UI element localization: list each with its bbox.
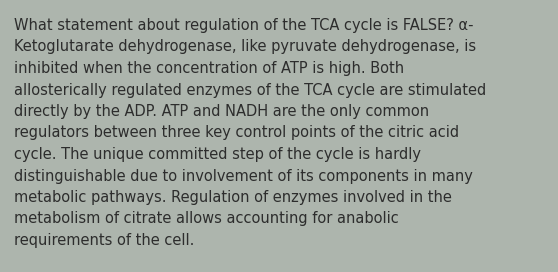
Text: directly by the ADP. ATP and NADH are the only common: directly by the ADP. ATP and NADH are th… <box>14 104 429 119</box>
Text: Ketoglutarate dehydrogenase, like pyruvate dehydrogenase, is: Ketoglutarate dehydrogenase, like pyruva… <box>14 39 476 54</box>
Text: inhibited when the concentration of ATP is high. Both: inhibited when the concentration of ATP … <box>14 61 404 76</box>
Text: cycle. The unique committed step of the cycle is hardly: cycle. The unique committed step of the … <box>14 147 421 162</box>
Text: metabolism of citrate allows accounting for anabolic: metabolism of citrate allows accounting … <box>14 212 399 227</box>
Text: allosterically regulated enzymes of the TCA cycle are stimulated: allosterically regulated enzymes of the … <box>14 82 486 97</box>
Text: What statement about regulation of the TCA cycle is FALSE? α-: What statement about regulation of the T… <box>14 18 474 33</box>
Text: distinguishable due to involvement of its components in many: distinguishable due to involvement of it… <box>14 168 473 184</box>
Text: requirements of the cell.: requirements of the cell. <box>14 233 194 248</box>
Text: metabolic pathways. Regulation of enzymes involved in the: metabolic pathways. Regulation of enzyme… <box>14 190 452 205</box>
Text: regulators between three key control points of the citric acid: regulators between three key control poi… <box>14 125 459 141</box>
